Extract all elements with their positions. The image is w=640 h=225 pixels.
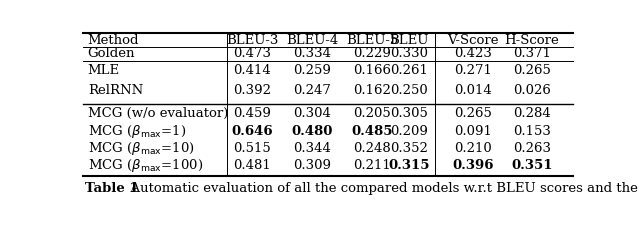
Text: 0.304: 0.304	[294, 107, 332, 120]
Text: Method: Method	[88, 34, 140, 47]
Text: 0.247: 0.247	[294, 84, 332, 97]
Text: BLEU-4: BLEU-4	[286, 34, 339, 47]
Text: 0.250: 0.250	[390, 84, 428, 97]
Text: 0.162: 0.162	[353, 84, 391, 97]
Text: 0.344: 0.344	[294, 142, 332, 155]
Text: 0.480: 0.480	[292, 125, 333, 138]
Text: Table 1: Table 1	[84, 182, 138, 195]
Text: 0.315: 0.315	[388, 159, 430, 172]
Text: 0.026: 0.026	[513, 84, 551, 97]
Text: 0.153: 0.153	[513, 125, 551, 138]
Text: 0.392: 0.392	[233, 84, 271, 97]
Text: MCG ($\beta_{\max}$=10): MCG ($\beta_{\max}$=10)	[88, 140, 195, 157]
Text: 0.305: 0.305	[390, 107, 428, 120]
Text: 0.091: 0.091	[454, 125, 492, 138]
Text: 0.211: 0.211	[353, 159, 391, 172]
Text: 0.265: 0.265	[454, 107, 492, 120]
Text: 0.485: 0.485	[351, 125, 393, 138]
Text: 0.334: 0.334	[294, 47, 332, 61]
Text: BLEU: BLEU	[390, 34, 429, 47]
Text: BLEU-3: BLEU-3	[226, 34, 278, 47]
Text: MCG ($\beta_{\max}$=100): MCG ($\beta_{\max}$=100)	[88, 157, 203, 174]
Text: 0.229: 0.229	[353, 47, 391, 61]
Text: H-Score: H-Score	[504, 34, 559, 47]
Text: 0.515: 0.515	[233, 142, 271, 155]
Text: 0.414: 0.414	[233, 64, 271, 77]
Text: 0.166: 0.166	[353, 64, 391, 77]
Text: 0.271: 0.271	[454, 64, 492, 77]
Text: 0.473: 0.473	[233, 47, 271, 61]
Text: 0.014: 0.014	[454, 84, 492, 97]
Text: 0.396: 0.396	[452, 159, 493, 172]
Text: 0.459: 0.459	[233, 107, 271, 120]
Text: 0.423: 0.423	[454, 47, 492, 61]
Text: 0.259: 0.259	[294, 64, 332, 77]
Text: 0.210: 0.210	[454, 142, 492, 155]
Text: RelRNN: RelRNN	[88, 84, 143, 97]
Text: 0.351: 0.351	[511, 159, 552, 172]
Text: 0.352: 0.352	[390, 142, 428, 155]
Text: Automatic evaluation of all the compared models w.r.t BLEU scores and the two: Automatic evaluation of all the compared…	[122, 182, 640, 195]
Text: 0.481: 0.481	[233, 159, 271, 172]
Text: 0.646: 0.646	[231, 125, 273, 138]
Text: 0.248: 0.248	[353, 142, 391, 155]
Text: 0.263: 0.263	[513, 142, 551, 155]
Text: 0.209: 0.209	[390, 125, 428, 138]
Text: BLEU-5: BLEU-5	[346, 34, 398, 47]
Text: V-Score: V-Score	[447, 34, 499, 47]
Text: 0.330: 0.330	[390, 47, 428, 61]
Text: 0.284: 0.284	[513, 107, 550, 120]
Text: Golden: Golden	[88, 47, 135, 61]
Text: MCG (w/o evaluator): MCG (w/o evaluator)	[88, 107, 228, 120]
Text: 0.371: 0.371	[513, 47, 551, 61]
Text: 0.265: 0.265	[513, 64, 551, 77]
Text: 0.261: 0.261	[390, 64, 428, 77]
Text: 0.205: 0.205	[353, 107, 391, 120]
Text: 0.309: 0.309	[294, 159, 332, 172]
Text: MCG ($\beta_{\max}$=1): MCG ($\beta_{\max}$=1)	[88, 123, 186, 140]
Text: MLE: MLE	[88, 64, 120, 77]
